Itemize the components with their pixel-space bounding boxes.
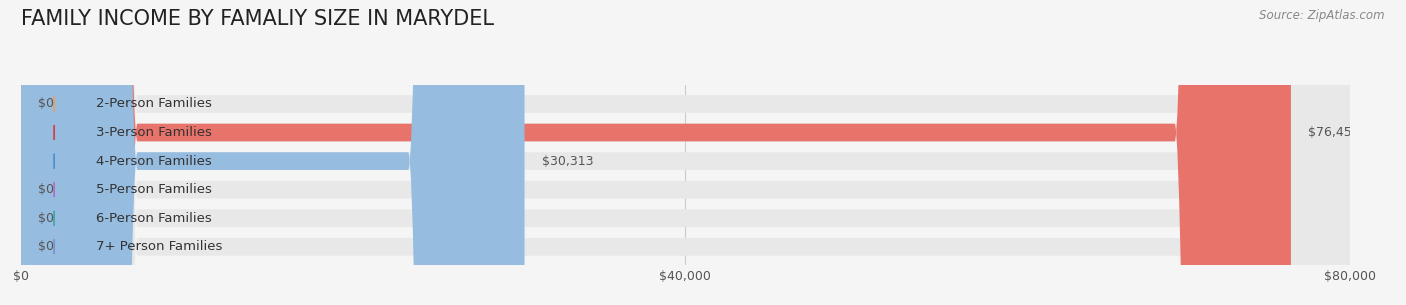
FancyBboxPatch shape [21,0,524,305]
Text: $0: $0 [38,212,55,225]
FancyBboxPatch shape [21,0,1350,305]
Text: 7+ Person Families: 7+ Person Families [96,240,222,253]
FancyBboxPatch shape [21,0,1350,305]
Text: $0: $0 [38,98,55,110]
Text: 5-Person Families: 5-Person Families [96,183,212,196]
Text: $30,313: $30,313 [541,155,593,167]
Text: 4-Person Families: 4-Person Families [96,155,211,167]
FancyBboxPatch shape [21,0,1350,305]
FancyBboxPatch shape [21,0,1350,305]
Text: $0: $0 [38,240,55,253]
FancyBboxPatch shape [21,0,1350,305]
FancyBboxPatch shape [21,0,1350,305]
Text: 3-Person Families: 3-Person Families [96,126,212,139]
Text: 6-Person Families: 6-Person Families [96,212,211,225]
Text: $76,458: $76,458 [1308,126,1360,139]
Text: 2-Person Families: 2-Person Families [96,98,212,110]
FancyBboxPatch shape [21,0,1291,305]
Text: Source: ZipAtlas.com: Source: ZipAtlas.com [1260,9,1385,22]
Text: FAMILY INCOME BY FAMALIY SIZE IN MARYDEL: FAMILY INCOME BY FAMALIY SIZE IN MARYDEL [21,9,494,29]
Text: $0: $0 [38,183,55,196]
